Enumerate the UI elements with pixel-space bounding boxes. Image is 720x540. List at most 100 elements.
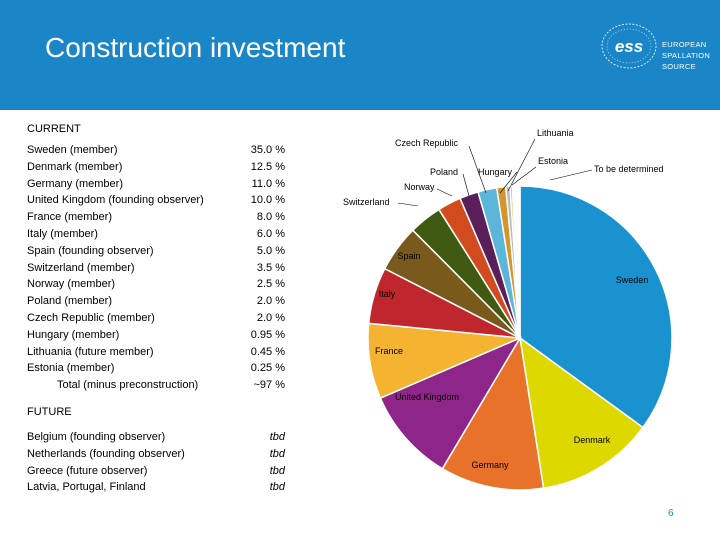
- slice-label: Italy: [379, 289, 396, 299]
- slide-title: Construction investment: [45, 32, 346, 63]
- country-label: Hungary: [27, 328, 69, 341]
- future-label: FUTURE: [27, 406, 72, 418]
- country-name: United Kingdom (founding observer): [27, 192, 204, 209]
- membership-status: (member): [107, 311, 155, 324]
- investment-share: tbd: [269, 431, 285, 443]
- membership-status: (founding observer): [58, 244, 154, 257]
- leader-line: [499, 171, 518, 194]
- membership-status: (member): [69, 144, 118, 156]
- investment-share: 0.95 %: [250, 328, 285, 341]
- leader-line: [507, 138, 536, 192]
- country-label: Switzerland: [27, 261, 84, 274]
- country-name: Spain (founding observer): [27, 243, 154, 260]
- investment-share: 8.0 %: [256, 211, 285, 224]
- logo-line: EUROPEAN: [662, 40, 707, 49]
- country-label: Germany: [27, 177, 73, 190]
- leader-line: [549, 169, 593, 181]
- investment-share: 12.5 %: [250, 160, 285, 173]
- logo-line: SOURCE: [662, 62, 696, 71]
- country-name: Czech Republic (member): [27, 310, 155, 327]
- leader-line: [511, 166, 537, 186]
- current-label: CURRENT: [27, 123, 81, 135]
- page-number: 6: [668, 508, 674, 519]
- country-name: Switzerland (member): [27, 260, 135, 277]
- country-label: Lithuania: [27, 345, 72, 358]
- membership-status: (member): [64, 211, 112, 224]
- slice-label: To be determined: [594, 164, 664, 174]
- membership-status: (member): [66, 362, 115, 375]
- slice-label: Switzerland: [343, 197, 390, 207]
- country-label: Belgium: [27, 431, 67, 443]
- investment-share: tbd: [269, 481, 285, 494]
- logo-wordmark: EUROPEAN SPALLATION SOURCE: [662, 39, 710, 72]
- slice-label: Hungary: [478, 167, 513, 177]
- slice-label: United Kingdom: [395, 392, 459, 402]
- investment-share: 2.0 %: [256, 295, 285, 308]
- slice-label: Estonia: [538, 156, 568, 166]
- country-label: Czech Republic: [27, 311, 105, 324]
- slice-label: Germany: [471, 460, 509, 470]
- investment-share: 35.0 %: [250, 144, 285, 156]
- country-label: United Kingdom: [27, 194, 106, 207]
- country-label: Spain: [27, 244, 56, 257]
- membership-status: (member): [75, 177, 123, 190]
- investment-share: 11.0 %: [251, 177, 285, 190]
- country-name: Italy (member): [27, 226, 98, 243]
- slice-label: Poland: [430, 167, 458, 177]
- country-name: Norway (member): [27, 276, 115, 293]
- investment-share: 0.25 %: [250, 362, 285, 375]
- country-label: Netherlands: [27, 447, 87, 460]
- investment-share: 10.0 %: [250, 194, 285, 207]
- slice-label: Denmark: [574, 435, 611, 445]
- investment-share: tbd: [269, 447, 285, 460]
- logo-mark: ess: [615, 37, 643, 56]
- total-value: ~97 %: [253, 379, 286, 392]
- membership-status: (member): [64, 295, 112, 308]
- membership-status: (future member): [74, 345, 154, 358]
- pie-slice: [518, 336, 644, 490]
- investment-share: 5.0 %: [256, 244, 285, 257]
- country-name: Latvia, Portugal, Finland: [27, 479, 146, 496]
- slice-label: Czech Republic: [395, 138, 459, 148]
- pie-slice: [511, 185, 521, 339]
- leader-line: [462, 173, 470, 197]
- country-label: Denmark: [27, 160, 72, 173]
- country-name: Hungary (member): [27, 327, 119, 344]
- country-name: Lithuania (future member): [27, 344, 154, 361]
- membership-status: (founding observer): [69, 431, 166, 443]
- investment-share: 3.5 %: [256, 261, 285, 274]
- slice-label: Spain: [397, 251, 420, 261]
- leader-line: [436, 188, 453, 197]
- membership-status: (member): [67, 278, 116, 291]
- total-label: Total (minus preconstruction): [57, 379, 199, 392]
- pie-slice: [441, 335, 545, 491]
- country-label: Latvia, Portugal, Finland: [27, 481, 146, 494]
- investment-share: 2.5 %: [256, 278, 285, 291]
- country-label: Poland: [27, 295, 62, 308]
- slice-label: France: [375, 346, 403, 356]
- slice-label: Lithuania: [537, 128, 574, 138]
- header-banner: Construction investment ess EUROPEAN SPA…: [0, 0, 720, 110]
- country-label: France: [27, 211, 62, 224]
- pie-slice: [519, 185, 673, 429]
- membership-status: (future observer): [66, 464, 148, 477]
- country-name: Netherlands (founding observer): [27, 446, 185, 463]
- ess-logo: ess: [601, 23, 657, 69]
- investment-share: 2.0 %: [256, 311, 285, 324]
- leader-line: [468, 145, 487, 194]
- country-label: Sweden: [27, 144, 67, 156]
- country-label: Greece: [27, 464, 64, 477]
- country-name: Belgium (founding observer): [27, 429, 165, 446]
- country-name: Poland (member): [27, 293, 112, 310]
- membership-status: (member): [50, 227, 98, 240]
- country-label: Norway: [27, 278, 65, 291]
- investment-share: 0.45 %: [250, 345, 285, 358]
- slice-label: Norway: [404, 182, 435, 192]
- membership-status: (member): [86, 261, 135, 274]
- membership-status: (founding observer): [108, 194, 204, 207]
- investment-share: 6.0 %: [256, 227, 285, 240]
- country-name: France (member): [27, 209, 112, 226]
- membership-status: (member): [74, 160, 123, 173]
- leader-line: [397, 202, 419, 207]
